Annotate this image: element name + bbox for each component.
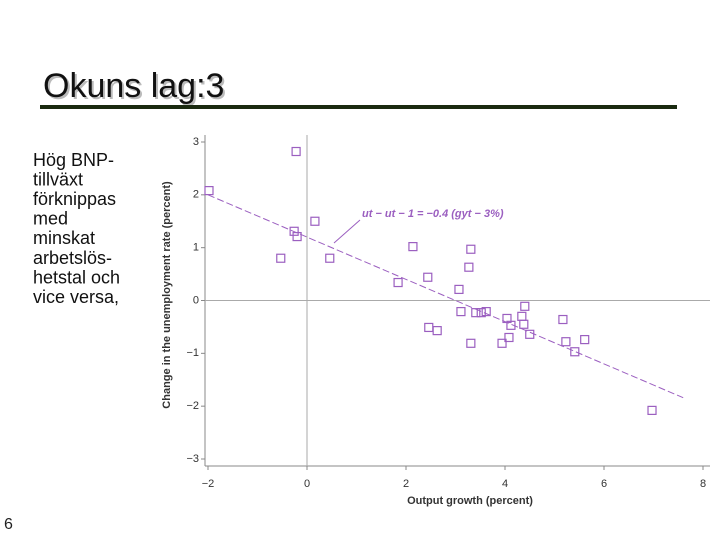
x-tick-label: 2 bbox=[403, 478, 409, 490]
point bbox=[464, 262, 474, 272]
slide-title: Okuns lag:3 bbox=[43, 67, 224, 105]
point bbox=[276, 253, 286, 263]
point bbox=[506, 320, 516, 330]
point bbox=[289, 226, 299, 236]
point bbox=[456, 306, 466, 317]
x-tick-label: 8 bbox=[700, 478, 706, 490]
point bbox=[393, 277, 403, 288]
x-tick-label: 6 bbox=[601, 478, 607, 490]
page-number: 6 bbox=[4, 516, 13, 533]
body-line: hetstal och bbox=[33, 267, 120, 287]
point bbox=[471, 308, 481, 318]
x-tick-label: 0 bbox=[304, 478, 310, 490]
point bbox=[432, 326, 442, 336]
y-tick-label: −2 bbox=[186, 400, 199, 412]
point bbox=[292, 231, 302, 242]
point bbox=[466, 244, 476, 254]
body-line: förknippas bbox=[33, 189, 116, 209]
body-text: Hög BNP-tillväxtförknippasmedminskatarbe… bbox=[33, 150, 120, 307]
body-line: vice versa, bbox=[33, 287, 119, 307]
y-tick-label: −1 bbox=[186, 347, 199, 359]
body-line: tillväxt bbox=[33, 169, 83, 189]
point bbox=[408, 242, 418, 252]
point bbox=[561, 337, 571, 347]
title-shadow: Okuns lag:3 bbox=[45, 69, 226, 107]
point bbox=[558, 314, 568, 325]
y-tick-label: 3 bbox=[193, 136, 199, 148]
y-tick-label: 0 bbox=[193, 294, 199, 306]
point bbox=[310, 216, 320, 226]
point bbox=[497, 338, 507, 348]
body-line: arbetslös- bbox=[33, 248, 112, 268]
equation: ut − ut − 1 = −0.4 (gyt − 3%) bbox=[362, 208, 504, 220]
point bbox=[525, 329, 535, 339]
point bbox=[519, 319, 529, 329]
point bbox=[570, 347, 580, 357]
point bbox=[520, 301, 530, 311]
y-tick-label: 2 bbox=[193, 189, 199, 201]
equation-leader bbox=[333, 219, 361, 244]
point bbox=[647, 405, 657, 415]
point bbox=[476, 308, 486, 318]
point bbox=[325, 253, 335, 263]
point bbox=[517, 311, 527, 321]
fit-line bbox=[207, 194, 684, 399]
x-tick-label: −2 bbox=[202, 478, 215, 490]
point bbox=[291, 146, 301, 157]
body-line: Hög BNP- bbox=[33, 150, 114, 170]
x-tick-label: 4 bbox=[502, 478, 508, 490]
point bbox=[504, 332, 514, 343]
point bbox=[204, 186, 214, 196]
point bbox=[424, 322, 434, 333]
body-line: med bbox=[33, 209, 68, 229]
body-line: minskat bbox=[33, 228, 95, 248]
x-axis-label: Output growth (percent) bbox=[407, 495, 533, 507]
point bbox=[454, 284, 464, 295]
y-tick-label: −3 bbox=[186, 453, 199, 465]
point bbox=[423, 272, 433, 282]
y-tick-label: 1 bbox=[193, 242, 199, 254]
point bbox=[466, 338, 476, 348]
y-axis-label: Change in the unemployment rate (percent… bbox=[161, 181, 173, 409]
point bbox=[481, 306, 491, 317]
point bbox=[580, 334, 590, 345]
